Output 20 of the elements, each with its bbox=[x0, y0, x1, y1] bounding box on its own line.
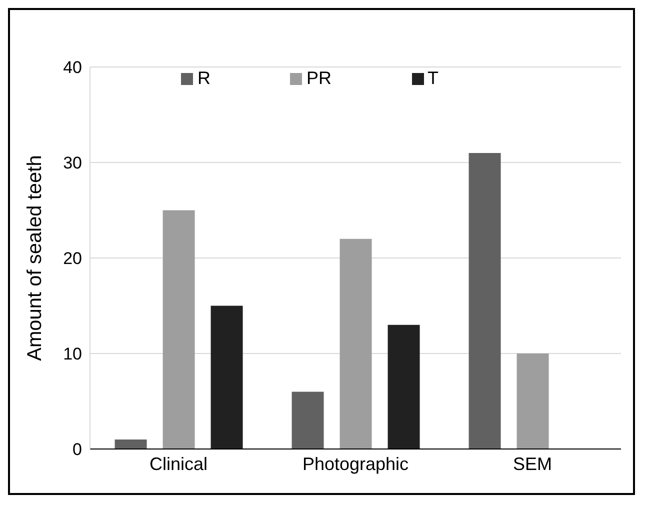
bar bbox=[162, 210, 195, 449]
y-tick-label: 10 bbox=[63, 344, 82, 364]
x-tick-label: Photographic bbox=[302, 454, 409, 474]
bar bbox=[388, 324, 420, 449]
bar bbox=[210, 306, 243, 449]
legend-label: PR bbox=[306, 68, 332, 88]
bar bbox=[292, 392, 324, 449]
y-tick-label: 30 bbox=[63, 154, 82, 173]
y-tick-label: 20 bbox=[63, 249, 82, 268]
legend-label: R bbox=[197, 68, 210, 88]
bar bbox=[114, 439, 147, 449]
x-tick-label: SEM bbox=[512, 454, 552, 474]
x-tick-label: Clinical bbox=[149, 454, 208, 474]
bar bbox=[468, 152, 501, 449]
bar bbox=[516, 354, 549, 449]
y-tick-label: 0 bbox=[72, 440, 82, 460]
legend-label: T bbox=[428, 68, 438, 88]
y-axis-title: Amount of sealed teeth bbox=[24, 155, 46, 361]
y-tick-label: 40 bbox=[63, 58, 82, 78]
bar bbox=[340, 238, 372, 449]
